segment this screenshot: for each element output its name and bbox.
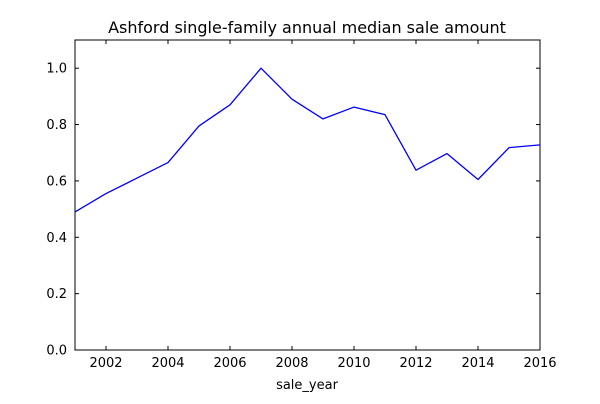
plot-area: 2002 2004 2006 2008 2010 2012 2014 2016 0.0 0.2 0.… — [46, 39, 557, 371]
x-axis-label: sale_year — [276, 378, 339, 393]
x-tick-label: 2008 — [275, 356, 308, 371]
x-tick-label: 2004 — [151, 356, 184, 371]
y-tick-label: 1.0 — [46, 62, 67, 77]
x-tick-label: 2016 — [523, 356, 556, 371]
y-tick-label: 0.6 — [46, 174, 67, 189]
chart-title: Ashford single-family annual median sale… — [108, 18, 506, 37]
x-tick-label: 2014 — [461, 356, 494, 371]
y-tick-label: 0.4 — [46, 231, 67, 246]
y-tick-label: 0.8 — [46, 118, 67, 133]
x-tick-label: 2012 — [399, 356, 432, 371]
x-tick-label: 2002 — [89, 356, 122, 371]
y-tick-label: 0.0 — [46, 344, 67, 359]
series-line — [74, 67, 541, 213]
plot-frame — [74, 39, 541, 351]
x-tick-label: 2010 — [337, 356, 370, 371]
y-tick-label: 0.2 — [46, 287, 67, 302]
x-tick-label: 2006 — [213, 356, 246, 371]
